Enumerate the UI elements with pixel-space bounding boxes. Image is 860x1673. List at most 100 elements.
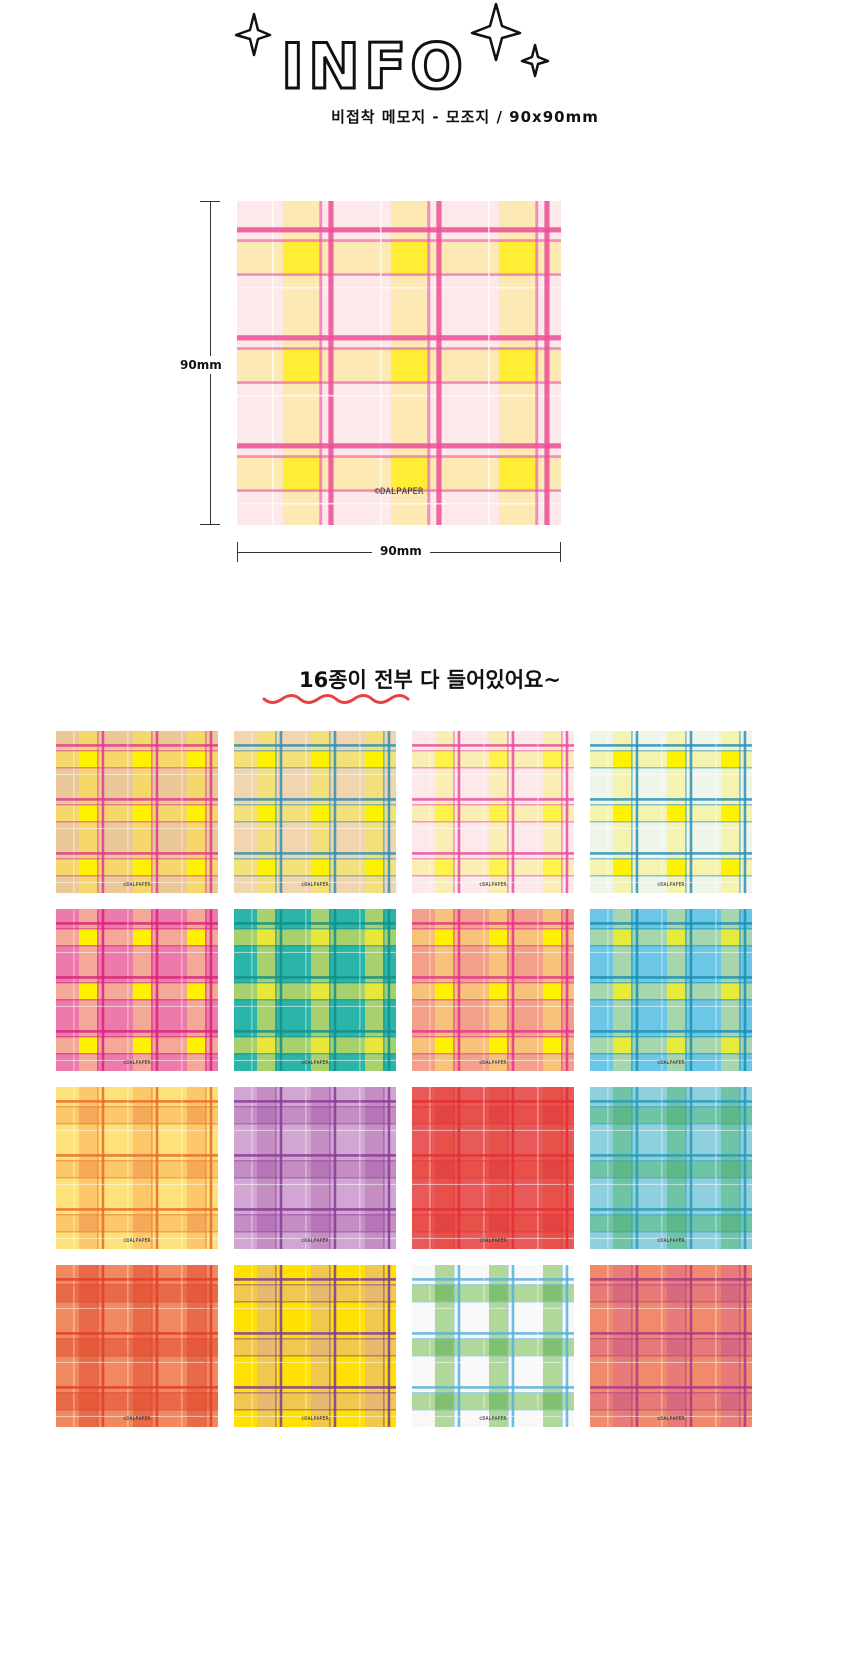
plaid-thin-line xyxy=(412,1355,574,1357)
plaid-thin-line xyxy=(234,999,396,1001)
plaid-thin-line xyxy=(234,1409,396,1411)
plaid-white-line xyxy=(429,1087,431,1249)
variant-thumbnail: ©DALPAPER xyxy=(590,1087,752,1249)
plaid-thick-line xyxy=(457,1087,461,1249)
plaid-thin-line xyxy=(234,1053,396,1055)
plaid-thick-line xyxy=(590,852,752,855)
plaid-white-line xyxy=(56,1005,218,1007)
plaid-thick-line xyxy=(590,1154,752,1157)
watermark: ©DALPAPER xyxy=(123,882,151,888)
plaid-thin-line xyxy=(234,1106,396,1108)
plaid-thin-line xyxy=(590,1053,752,1055)
variant-thumbnail: ©DALPAPER xyxy=(412,731,574,893)
plaid-thick-line xyxy=(56,1278,218,1281)
plaid-crossing xyxy=(435,983,454,1000)
variant-thumbnail: ©DALPAPER xyxy=(590,731,752,893)
sparkle-icon xyxy=(520,43,550,78)
plaid-crossing xyxy=(257,1339,276,1356)
watermark: ©DALPAPER xyxy=(301,882,329,888)
plaid-crossing xyxy=(133,983,152,1000)
plaid-crossing xyxy=(311,859,330,876)
plaid-thin-line xyxy=(56,1338,218,1340)
plaid-crossing xyxy=(489,1215,508,1232)
plaid-thin-line xyxy=(234,1392,396,1394)
plaid-crossing xyxy=(613,1107,632,1124)
plaid-crossing xyxy=(187,751,206,768)
watermark: ©DALPAPER xyxy=(657,1060,685,1066)
plaid-thin-line xyxy=(590,750,752,752)
plaid-crossing xyxy=(187,1215,206,1232)
plaid-thin-line xyxy=(56,1214,218,1216)
plaid-thin-line xyxy=(237,239,561,242)
plaid-white-line xyxy=(483,1265,485,1427)
plaid-crossing xyxy=(489,1037,508,1054)
plaid-white-line xyxy=(127,1087,129,1249)
plaid-thick-line xyxy=(412,1154,574,1157)
plaid-crossing xyxy=(667,929,686,946)
plaid-thin-line xyxy=(412,1284,574,1286)
plaid-thin-line xyxy=(561,1087,563,1249)
plaid-white-line xyxy=(237,394,561,397)
plaid-crossing xyxy=(721,1037,740,1054)
plaid-white-line xyxy=(429,909,431,1071)
plaid-crossing xyxy=(187,1339,206,1356)
plaid-thick-line xyxy=(234,1030,396,1033)
plaid-crossing xyxy=(257,1215,276,1232)
plaid-crossing xyxy=(543,1037,562,1054)
plaid-thick-line xyxy=(743,909,747,1071)
plaid-pattern xyxy=(56,1265,218,1427)
plaid-white-line xyxy=(56,827,218,829)
plaid-crossing xyxy=(613,859,632,876)
plaid-crossing xyxy=(489,751,508,768)
plaid-thick-line xyxy=(565,1265,569,1427)
plaid-thick-line xyxy=(333,1087,337,1249)
plaid-crossing xyxy=(79,1339,98,1356)
plaid-thin-line xyxy=(590,928,752,930)
plaid-crossing xyxy=(133,1037,152,1054)
plaid-thick-line xyxy=(590,976,752,979)
plaid-crossing xyxy=(543,1161,562,1178)
plaid-thin-line xyxy=(234,750,396,752)
plaid-thin-line xyxy=(453,1087,455,1249)
plaid-crossing xyxy=(667,1037,686,1054)
plaid-crossing xyxy=(133,751,152,768)
plaid-white-line xyxy=(412,951,574,953)
plaid-thin-line xyxy=(237,347,561,350)
plaid-white-line xyxy=(359,909,361,1071)
plaid-thin-line xyxy=(427,201,431,525)
plaid-crossing xyxy=(365,1393,384,1410)
plaid-thin-line xyxy=(590,982,752,984)
plaid-thin-line xyxy=(631,909,633,1071)
plaid-crossing xyxy=(79,1107,98,1124)
plaid-white-line xyxy=(487,201,490,525)
plaid-thin-line xyxy=(561,1265,563,1427)
plaid-thick-line xyxy=(234,976,396,979)
plaid-crossing xyxy=(499,457,536,490)
plaid-crossing xyxy=(257,859,276,876)
plaid-thin-line xyxy=(151,909,153,1071)
plaid-thick-line xyxy=(590,1100,752,1103)
plaid-thick-line xyxy=(590,798,752,801)
plaid-thin-line xyxy=(685,909,687,1071)
plaid-thin-line xyxy=(412,858,574,860)
variant-thumbnail: ©DALPAPER xyxy=(590,909,752,1071)
plaid-crossing xyxy=(613,1393,632,1410)
plaid-crossing xyxy=(489,1107,508,1124)
plaid-thick-line xyxy=(237,227,561,233)
plaid-crossing xyxy=(311,1161,330,1178)
plaid-crossing xyxy=(187,1285,206,1302)
plaid-thin-line xyxy=(590,1409,752,1411)
plaid-white-line xyxy=(590,773,752,775)
plaid-crossing xyxy=(283,241,320,274)
plaid-crossing xyxy=(365,859,384,876)
plaid-white-line xyxy=(234,881,396,883)
plaid-crossing xyxy=(435,859,454,876)
plaid-white-line xyxy=(607,1265,609,1427)
plaid-thin-line xyxy=(590,1231,752,1233)
plaid-thin-line xyxy=(329,909,331,1071)
plaid-thin-line xyxy=(234,928,396,930)
plaid-pattern xyxy=(412,731,574,893)
plaid-crossing xyxy=(133,929,152,946)
plaid-crossing xyxy=(489,1161,508,1178)
plaid-thin-line xyxy=(590,875,752,877)
